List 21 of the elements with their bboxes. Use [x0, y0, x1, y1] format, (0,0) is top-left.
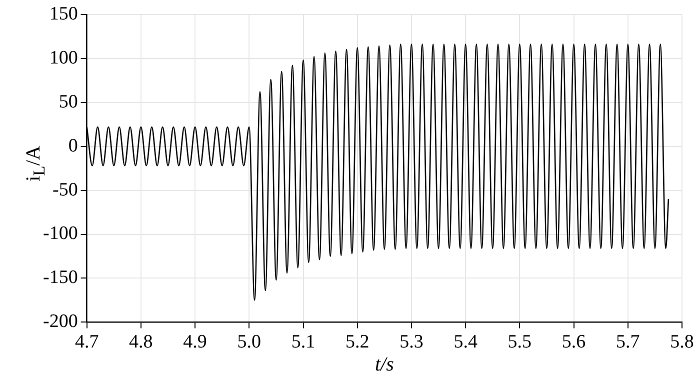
y-tick-label: -100: [43, 223, 78, 244]
x-tick-label: 5.2: [345, 332, 370, 353]
x-tick-label: 5.6: [562, 332, 586, 353]
y-tick-label: 150: [49, 3, 78, 24]
x-tick-label: 5.1: [291, 332, 316, 353]
x-tick-label: 4.8: [129, 332, 153, 353]
y-tick-label: -150: [43, 267, 78, 288]
y-tick-label: 50: [58, 91, 78, 112]
x-tick-label: 5.8: [670, 332, 694, 353]
x-tick-label: 5.0: [237, 332, 262, 353]
y-tick-label: 100: [49, 47, 78, 68]
x-axis-title: t/s: [374, 353, 394, 376]
x-tick-label: 4.7: [74, 332, 99, 353]
x-tick-label: 5.7: [616, 332, 640, 353]
x-tick-label: 5.4: [454, 332, 478, 353]
y-tick-label: 0: [68, 135, 78, 156]
x-tick-label: 5.3: [400, 332, 424, 353]
x-tick-label: 4.9: [183, 332, 207, 353]
y-tick-label: -200: [43, 311, 78, 332]
y-tick-label: -50: [52, 179, 78, 200]
x-tick-label: 5.5: [508, 332, 532, 353]
